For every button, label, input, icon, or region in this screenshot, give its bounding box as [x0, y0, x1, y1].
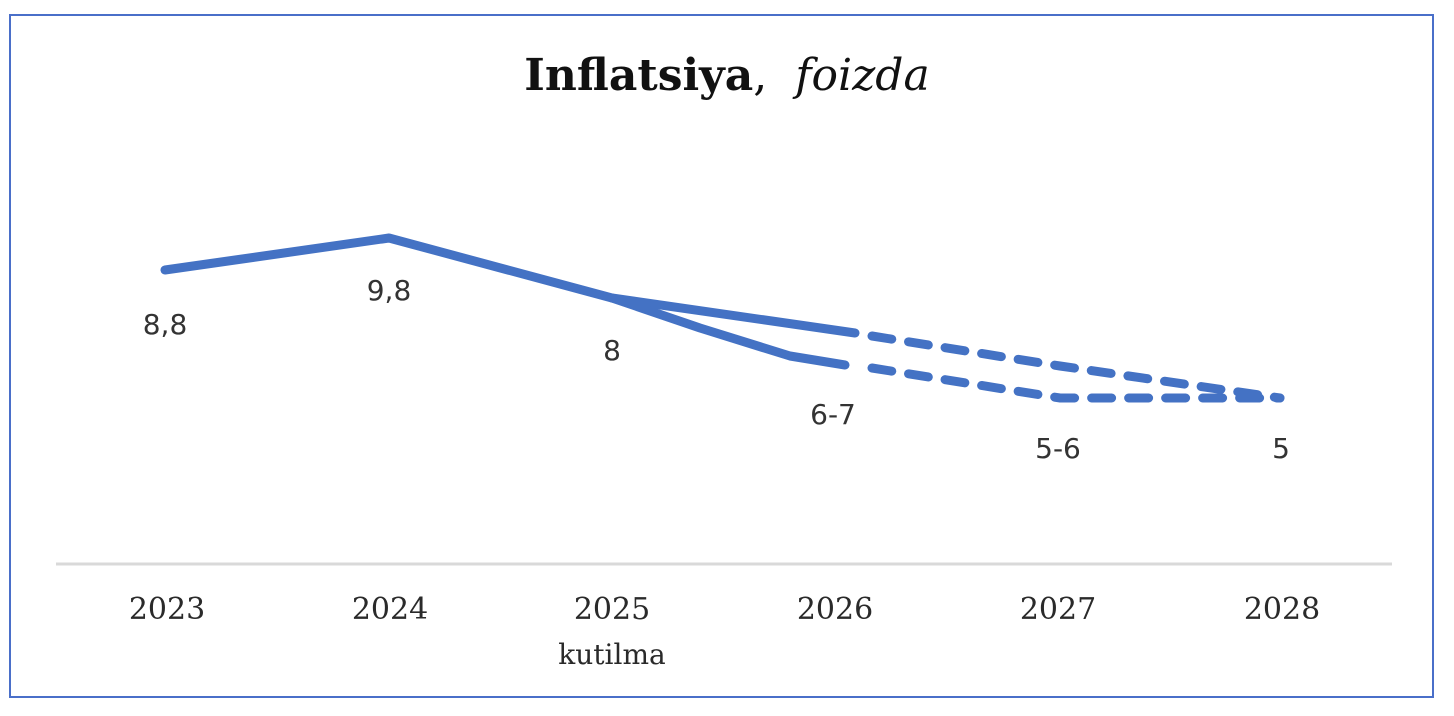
x-tick-2026: 2026 [796, 592, 874, 627]
x-tick-2023: 2023 [128, 592, 206, 627]
data-label-2025: 8 [603, 334, 621, 367]
data-label-2027: 5-6 [1035, 432, 1081, 465]
x-tick-2025: 2025 [573, 592, 651, 627]
chart-frame [9, 14, 1434, 698]
upper-line-forecast [867, 331, 1285, 403]
title-separator: , [753, 50, 768, 101]
title-main: Inflatsiya [524, 50, 754, 101]
x-tick-2025-sub: kutilma [558, 638, 666, 671]
data-label-2023: 8,8 [142, 308, 188, 341]
lower-line-forecast [867, 363, 1285, 403]
lower-line-actual [607, 293, 850, 370]
x-tick-2024: 2024 [351, 592, 429, 627]
data-label-2024: 9,8 [366, 274, 412, 307]
x-tick-2027: 2027 [1019, 592, 1097, 627]
data-label-2026: 6-7 [810, 398, 856, 431]
upper-line-actual [160, 233, 860, 338]
chart-title: Inflatsiya, foizda [0, 50, 1454, 101]
x-tick-2028: 2028 [1243, 592, 1321, 627]
data-label-2028: 5 [1272, 432, 1290, 465]
title-unit: foizda [795, 50, 930, 101]
